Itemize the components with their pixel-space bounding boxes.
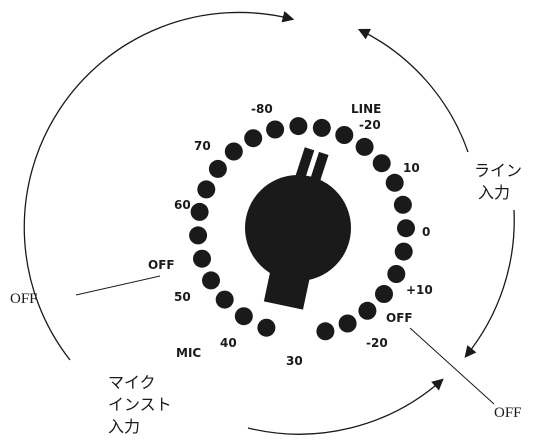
dial-dot-12 bbox=[289, 117, 308, 136]
label-off-right: OFF bbox=[386, 311, 413, 325]
dial-dot-1 bbox=[234, 307, 253, 326]
callout-off-right: OFF bbox=[494, 405, 522, 421]
knob-pointer bbox=[291, 147, 329, 197]
off-left-leader bbox=[75, 275, 161, 296]
knob-body bbox=[245, 175, 351, 281]
line-range-arc bbox=[357, 28, 469, 153]
label-10-top: 10 bbox=[403, 161, 420, 175]
label-40: 40 bbox=[220, 336, 237, 350]
dial-dot-15 bbox=[355, 137, 374, 156]
label-minus80: -80 bbox=[251, 102, 273, 116]
label-30: 30 bbox=[286, 354, 303, 368]
callout-off-left: OFF bbox=[10, 291, 38, 307]
dial-dot-18 bbox=[393, 195, 412, 214]
callout-mic-input-3: 入力 bbox=[108, 417, 140, 436]
dial-dot-0 bbox=[257, 318, 276, 337]
dial-dot-16 bbox=[372, 154, 391, 173]
dial-dot-6 bbox=[190, 202, 209, 221]
dial-dot-21 bbox=[387, 265, 406, 283]
dial-dot-5 bbox=[189, 226, 208, 245]
dial-dot-14 bbox=[335, 126, 354, 144]
dial-dot-7 bbox=[197, 180, 216, 199]
callout-mic-input-2: インスト bbox=[108, 395, 172, 414]
callout-line-input-1: ライン bbox=[474, 161, 522, 180]
label-minus20-top: -20 bbox=[359, 118, 381, 132]
dial-dot-2 bbox=[215, 290, 234, 309]
dial-dot-10 bbox=[244, 129, 263, 148]
line-range-lower-arc bbox=[464, 209, 515, 358]
label-zero: 0 bbox=[422, 225, 430, 239]
label-70: 70 bbox=[194, 139, 211, 153]
dial-dot-17 bbox=[385, 173, 404, 192]
label-minus20-low: -20 bbox=[366, 336, 388, 350]
off-right-leader bbox=[409, 327, 495, 405]
dial-dot-22 bbox=[375, 285, 393, 303]
dial-dot-20 bbox=[394, 242, 413, 261]
dial-dot-8 bbox=[208, 159, 227, 178]
label-mic: MIC bbox=[176, 346, 201, 360]
label-plus10-low: +10 bbox=[406, 283, 433, 297]
gain-knob[interactable] bbox=[245, 147, 351, 310]
dial-dot-19 bbox=[397, 219, 415, 238]
callout-mic-input-1: マイク bbox=[108, 373, 156, 392]
mic-range-bottom-arc bbox=[247, 378, 444, 435]
callout-line-input-2: 入力 bbox=[478, 183, 510, 202]
dial-dot-13 bbox=[312, 118, 331, 137]
label-line: LINE bbox=[351, 102, 381, 116]
label-50: 50 bbox=[174, 290, 191, 304]
dial-dot-11 bbox=[266, 120, 285, 139]
dial-dot-23 bbox=[358, 301, 377, 320]
dial-dots bbox=[189, 117, 415, 341]
mic-range-arc bbox=[23, 11, 295, 361]
label-off-left: OFF bbox=[148, 258, 175, 272]
dial-dot-24 bbox=[338, 314, 357, 333]
dial-dot-9 bbox=[224, 142, 243, 161]
dial-dot-25 bbox=[316, 322, 335, 341]
dial-dot-3 bbox=[202, 271, 220, 290]
label-60: 60 bbox=[174, 198, 191, 212]
dial-dot-4 bbox=[193, 249, 211, 268]
